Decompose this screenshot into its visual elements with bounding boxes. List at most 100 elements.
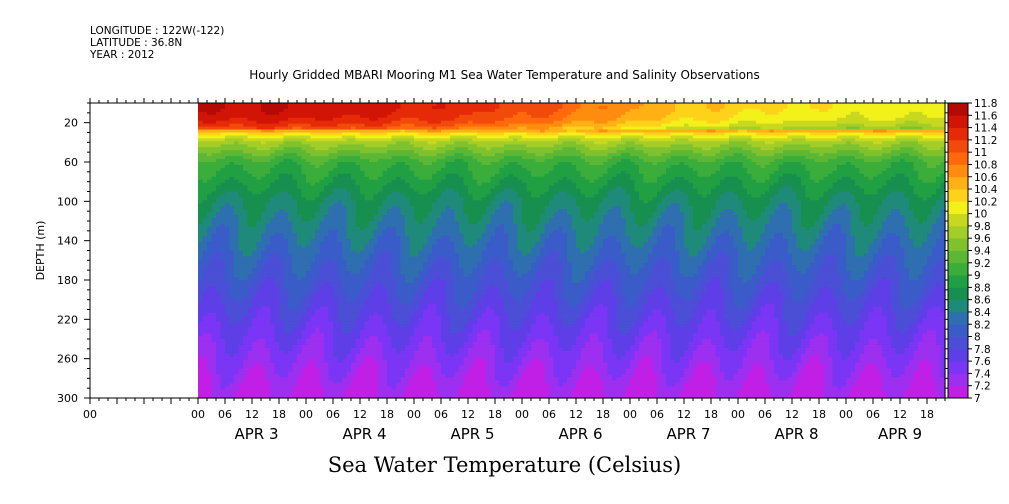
contour-cell <box>283 200 289 204</box>
contour-cell <box>256 218 262 222</box>
contour-cell <box>243 262 249 266</box>
contour-cell <box>220 135 226 139</box>
contour-cell <box>238 377 244 381</box>
contour-cell <box>229 383 235 387</box>
contour-cell <box>202 274 208 278</box>
contour-cell <box>243 159 249 163</box>
contour-cell <box>220 262 226 266</box>
contour-cell <box>207 156 213 160</box>
contour-cell <box>229 294 235 299</box>
contour-cell <box>225 200 231 204</box>
contour-cell <box>198 291 204 296</box>
contour-cell <box>220 167 226 172</box>
contour-cell <box>252 271 258 275</box>
contour-cell <box>247 333 253 337</box>
contour-cell <box>216 164 222 169</box>
contour-cell <box>234 126 240 131</box>
contour-cell <box>279 389 285 393</box>
contour-cell <box>252 321 258 325</box>
contour-cell <box>265 265 271 269</box>
contour-cell <box>207 383 213 387</box>
contour-cell <box>220 159 226 163</box>
contour-cell <box>243 333 249 337</box>
contour-cell <box>279 339 285 343</box>
contour-cell <box>225 185 231 190</box>
contour-cell <box>207 268 213 272</box>
contour-cell <box>216 170 222 175</box>
contour-cell <box>279 159 285 163</box>
contour-cell <box>220 176 226 181</box>
contour-cell <box>279 135 285 139</box>
contour-cell <box>211 167 217 172</box>
contour-cell <box>252 250 258 255</box>
contour-cell <box>234 103 240 107</box>
contour-cell <box>198 147 204 151</box>
contour-cell <box>270 368 276 373</box>
contour-cell <box>256 135 262 139</box>
contour-cell <box>243 238 249 243</box>
contour-cell <box>256 344 262 349</box>
contour-cell <box>207 300 213 305</box>
contour-cell <box>270 221 276 225</box>
contour-cell <box>198 159 204 163</box>
contour-cell <box>270 280 276 284</box>
contour-cell <box>256 350 262 355</box>
contour-cell <box>243 350 249 355</box>
contour-cell <box>274 339 280 343</box>
contour-cell <box>238 277 244 281</box>
contour-cell <box>198 150 204 154</box>
contour-cell <box>207 176 213 181</box>
contour-cell <box>247 383 253 387</box>
contour-cell <box>229 215 235 219</box>
contour-cell <box>238 223 244 228</box>
contour-cell <box>265 386 271 390</box>
contour-cell <box>229 368 235 373</box>
contour-cell <box>202 294 208 299</box>
contour-cell <box>252 259 258 263</box>
contour-cell <box>229 103 235 107</box>
contour-cell <box>252 294 258 299</box>
contour-cell <box>265 341 271 346</box>
contour-cell <box>283 297 289 302</box>
contour-cell <box>279 144 285 148</box>
contour-cell <box>198 223 204 228</box>
contour-cell <box>198 389 204 393</box>
contour-cell <box>279 244 285 249</box>
contour-cell <box>220 126 226 131</box>
contour-cell <box>216 362 222 367</box>
contour-cell <box>274 170 280 175</box>
contour-cell <box>229 318 235 322</box>
contour-cell <box>229 218 235 222</box>
contour-cell <box>247 185 253 190</box>
contour-cell <box>283 315 289 319</box>
contour-cell <box>225 103 231 107</box>
contour-cell <box>225 315 231 319</box>
contour-cell <box>261 356 267 361</box>
contour-cell <box>274 265 280 269</box>
contour-cell <box>216 244 222 249</box>
contour-cell <box>229 123 235 128</box>
contour-cell <box>234 327 240 331</box>
contour-cell <box>274 138 280 142</box>
contour-cell <box>252 395 258 399</box>
contour-cell <box>225 377 231 381</box>
contour-cell <box>274 212 280 216</box>
contour-cell <box>229 271 235 275</box>
contour-cell <box>211 294 217 299</box>
contour-cell <box>229 330 235 334</box>
contour-cell <box>198 144 204 148</box>
contour-cell <box>202 250 208 255</box>
contour-cell <box>238 285 244 290</box>
contour-cell <box>211 141 217 145</box>
contour-cell <box>207 371 213 375</box>
contour-cell <box>220 297 226 302</box>
contour-cell <box>202 105 208 110</box>
contour-cell <box>198 132 204 137</box>
contour-cell <box>279 365 285 370</box>
contour-cell <box>256 288 262 293</box>
contour-cell <box>234 200 240 204</box>
contour-cell <box>229 386 235 390</box>
contour-cell <box>252 247 258 252</box>
contour-cell <box>238 108 244 113</box>
contour-cell <box>220 377 226 381</box>
